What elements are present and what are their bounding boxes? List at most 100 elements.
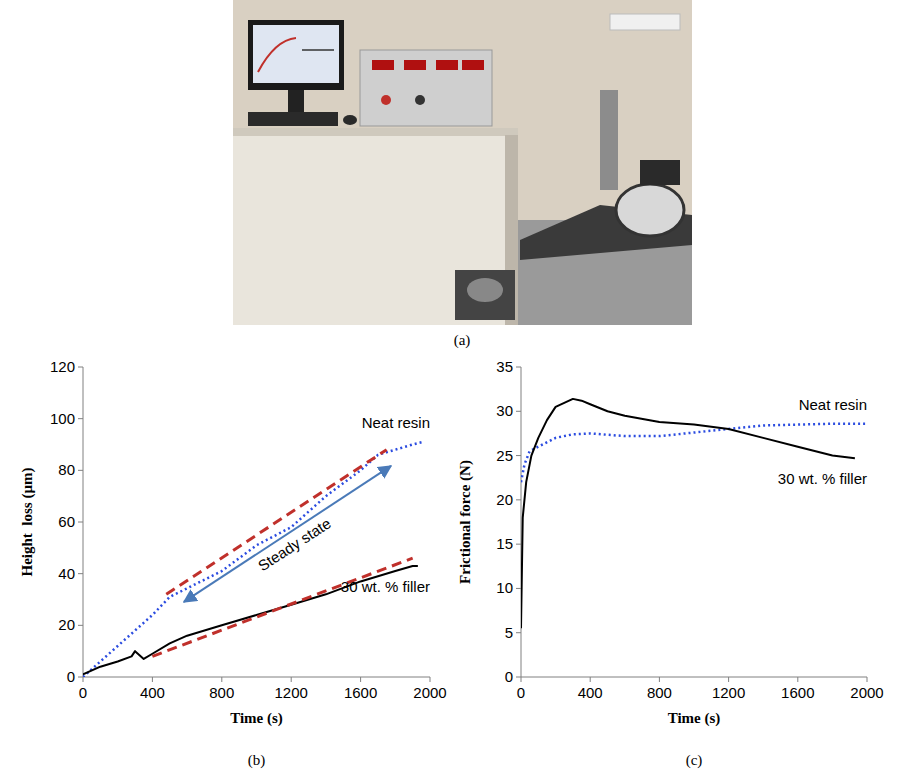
figure: (a)0204060801001200400800120016002000Tim… (0, 0, 912, 777)
x-tick (659, 677, 660, 682)
x-axis-title: Time (s) (230, 710, 283, 727)
y-tick (516, 499, 521, 500)
y-tick (78, 470, 83, 471)
y-tick-label: 20 (496, 491, 513, 508)
series-label: Neat resin (362, 414, 430, 431)
photo-socket (610, 14, 680, 30)
photo-screen (253, 25, 339, 83)
y-tick-label: 40 (58, 565, 75, 582)
y-tick (516, 411, 521, 412)
series-line (521, 399, 855, 628)
y-tick-label: 0 (505, 668, 513, 685)
photo-keyboard (248, 112, 338, 126)
x-tick-label: 1600 (344, 684, 377, 701)
y-tick-label: 15 (496, 535, 513, 552)
x-tick (797, 677, 798, 682)
y-axis-title: Frictional force (N) (457, 460, 474, 584)
x-tick-label: 400 (140, 684, 165, 701)
x-tick (590, 677, 591, 682)
y-tick (516, 588, 521, 589)
y-tick-label: 25 (496, 447, 513, 464)
photo-monitor-stand (288, 90, 304, 112)
x-tick-label: 2000 (850, 684, 883, 701)
photo-controller (360, 50, 492, 126)
photo-mouse (343, 115, 357, 125)
x-tick (521, 677, 522, 682)
photo-desk-top (233, 128, 518, 136)
y-tick (78, 677, 83, 678)
photo-knob (415, 95, 425, 105)
photo-unit-disc (467, 278, 503, 302)
photo-unit (455, 270, 515, 320)
y-axis (521, 367, 522, 677)
x-axis-title: Time (s) (668, 710, 721, 727)
x-tick (867, 677, 868, 682)
x-tick (221, 677, 222, 682)
panel-caption: (c) (686, 752, 703, 769)
x-tick-label: 0 (517, 684, 525, 701)
annotation-arrow (184, 466, 391, 602)
series-line (152, 558, 412, 656)
x-tick-label: 1200 (712, 684, 745, 701)
plot-data (521, 399, 867, 628)
x-tick (360, 677, 361, 682)
photo-screen-curve (302, 49, 334, 51)
y-tick-label: 30 (496, 402, 513, 419)
x-tick-label: 2000 (413, 684, 446, 701)
x-tick-label: 0 (79, 684, 87, 701)
series-line (166, 450, 386, 595)
plot-data (83, 442, 423, 677)
photo-motor (640, 160, 680, 185)
y-tick (516, 455, 521, 456)
x-axis (83, 677, 430, 678)
x-tick-label: 800 (647, 684, 672, 701)
annotation: Steady state (255, 514, 334, 574)
photo-loading-arm (600, 90, 618, 190)
photo-knob (381, 95, 391, 105)
y-tick-label: 120 (50, 358, 75, 375)
y-tick (78, 625, 83, 626)
y-tick-label: 5 (505, 624, 513, 641)
series-label: Neat resin (799, 396, 867, 413)
photo-display (462, 60, 484, 70)
y-tick (516, 632, 521, 633)
photo-desk (233, 130, 518, 325)
series-label: 30 wt. % filler (778, 470, 867, 487)
x-tick (83, 677, 84, 682)
photo-monitor (248, 20, 344, 90)
y-tick-label: 20 (58, 616, 75, 633)
y-tick-label: 10 (496, 579, 513, 596)
panel-caption: (a) (454, 332, 471, 349)
photo-display (436, 60, 458, 70)
x-tick (291, 677, 292, 682)
series-line (83, 442, 423, 677)
y-tick-label: 35 (496, 358, 513, 375)
y-tick-label: 60 (58, 513, 75, 530)
y-tick (78, 522, 83, 523)
y-tick (516, 677, 521, 678)
x-tick (728, 677, 729, 682)
panel-caption: (b) (248, 752, 266, 769)
y-axis-title: Height loss (µm) (19, 467, 36, 576)
y-tick (78, 367, 83, 368)
y-tick-label: 100 (50, 410, 75, 427)
photo-display (372, 60, 394, 70)
x-tick-label: 1600 (781, 684, 814, 701)
x-axis (521, 677, 867, 678)
photo-display (404, 60, 426, 70)
photo-disc (616, 184, 684, 236)
x-tick-label: 800 (209, 684, 234, 701)
y-tick-label: 80 (58, 461, 75, 478)
photo (233, 0, 692, 325)
y-tick (516, 544, 521, 545)
chart: 0204060801001200400800120016002000Time (… (19, 358, 447, 769)
chart: 0 5 10 15 20 25 30 35 0 400 800 1200 1600 2000 Time (s… (457, 358, 884, 769)
photo-screen-curve (258, 38, 296, 72)
x-tick (152, 677, 153, 682)
photo-wall (233, 0, 692, 325)
x-tick-label: 1200 (275, 684, 308, 701)
y-tick-label: 0 (67, 668, 75, 685)
y-tick (78, 573, 83, 574)
x-tick-label: 400 (578, 684, 603, 701)
y-tick (78, 418, 83, 419)
